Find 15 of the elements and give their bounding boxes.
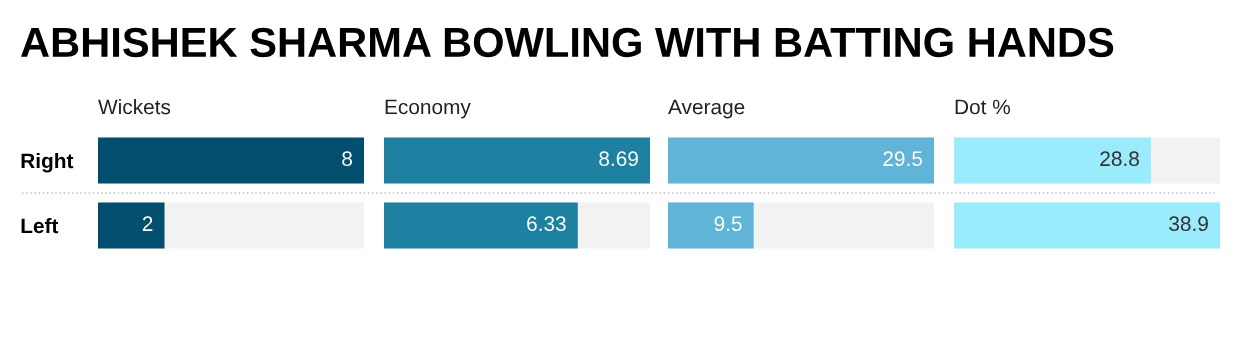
data-label: 38.9 bbox=[1169, 216, 1208, 232]
data-label: 29.5 bbox=[883, 151, 923, 167]
data-label: 9.5 bbox=[714, 216, 742, 232]
data-label: 6.33 bbox=[527, 216, 566, 232]
data-label: 8.69 bbox=[599, 151, 638, 167]
text: ABHISHEK SHARMA BOWLING WITH BATTING HANDS bbox=[21, 27, 1114, 58]
chart-title: Average bbox=[668, 99, 745, 119]
chart-title: Wickets bbox=[98, 99, 171, 115]
data-label: 28.8 bbox=[1100, 151, 1139, 167]
chart-title: Dot % bbox=[955, 99, 1010, 115]
data-label: 8 bbox=[342, 151, 352, 167]
y-tick-label: Right bbox=[21, 152, 74, 173]
chart-title: Economy bbox=[385, 99, 471, 119]
data-label: 2 bbox=[142, 216, 153, 231]
y-tick-label: Left bbox=[21, 217, 59, 234]
